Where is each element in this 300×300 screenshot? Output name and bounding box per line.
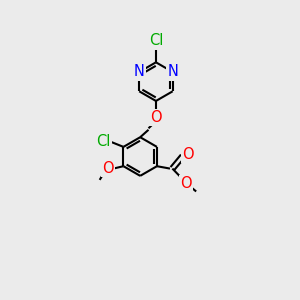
Text: N: N [134,64,145,80]
Text: O: O [150,110,162,125]
Text: N: N [167,64,178,80]
Text: Cl: Cl [149,33,163,48]
Text: O: O [180,176,192,191]
Text: Cl: Cl [96,134,111,149]
Text: O: O [182,147,194,162]
Text: O: O [102,161,114,176]
